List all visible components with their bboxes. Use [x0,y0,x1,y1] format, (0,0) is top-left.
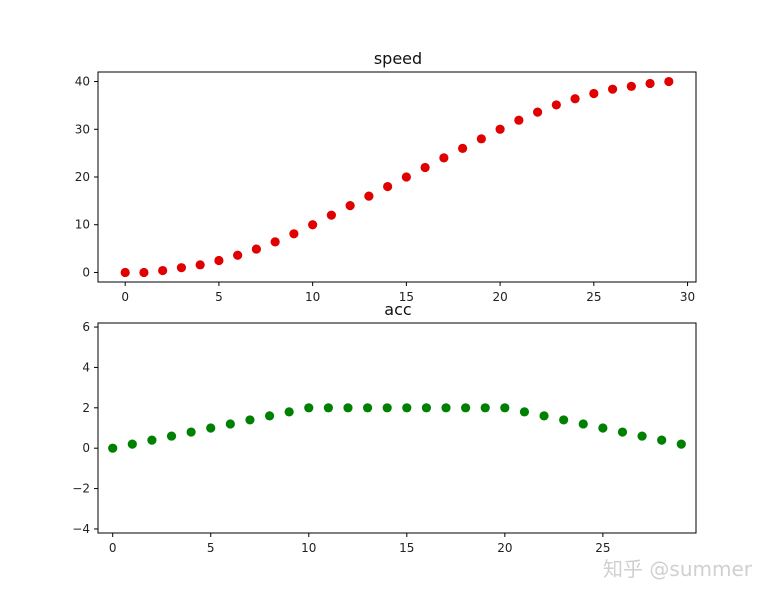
acc-point [108,443,118,453]
speed-point [533,107,543,117]
acc-point [421,403,432,413]
acc-point [559,415,569,425]
acc-x-tick-label: 5 [207,541,215,555]
speed-x-tick-label: 15 [399,290,414,304]
speed-y-tick-label: 20 [75,170,90,184]
speed-point [570,94,580,104]
acc-x-tick-label: 15 [399,541,414,555]
acc-point [539,411,549,421]
speed-point [607,84,618,94]
acc-point [304,403,314,413]
speed-x-tick-label: 5 [215,290,223,304]
speed-point [214,255,224,266]
acc-x-tick-label: 10 [301,541,316,555]
speed-x-ticks: 0 5 10 15 20 25 30 [121,282,695,304]
acc-y-tick-label: 6 [82,320,90,334]
acc-point [245,415,255,425]
speed-subplot: speed 0 5 10 15 20 25 30 0 10 20 30 40 [75,49,697,304]
acc-point [186,427,196,437]
acc-y-tick-label: 0 [82,441,90,455]
acc-point [362,403,373,413]
acc-point [519,407,530,417]
acc-title: acc [384,300,411,319]
speed-point [664,76,674,87]
speed-y-tick-label: 40 [75,75,90,89]
acc-point [441,403,451,413]
acc-point [264,411,275,421]
acc-x-tick-label: 25 [595,541,610,555]
speed-point [326,210,336,220]
acc-point [578,419,588,429]
acc-point [598,423,608,433]
speed-axes-frame [97,71,697,283]
speed-point [645,78,655,89]
acc-point [206,423,216,433]
acc-x-ticks: 0 5 10 15 20 25 [109,533,611,555]
acc-point [637,431,647,441]
speed-y-tick-label: 30 [75,122,90,136]
speed-point [626,81,636,91]
speed-title: speed [374,49,422,68]
acc-y-tick-label: −4 [72,522,90,536]
speed-x-tick-label: 20 [492,290,507,304]
acc-axes-frame [97,322,697,534]
speed-point [195,260,205,270]
watermark-text: 知乎 @summer [603,557,753,581]
acc-point [461,403,471,413]
acc-subplot: acc 0 5 10 15 20 25 −4 −2 0 2 4 6 [72,300,697,555]
acc-y-tick-label: 2 [82,401,90,415]
acc-y-ticks: −4 −2 0 2 4 6 [72,320,98,536]
speed-point [551,100,561,110]
speed-point [383,181,393,192]
acc-point [617,427,628,437]
speed-point [176,263,187,273]
acc-point [500,403,510,413]
speed-points [120,76,674,278]
speed-point [458,143,468,153]
speed-point [439,153,449,163]
acc-x-tick-label: 0 [109,541,117,555]
speed-point [251,244,261,254]
acc-point [147,435,157,445]
acc-point [323,403,333,413]
acc-y-tick-label: −2 [72,482,90,496]
acc-point [676,439,686,449]
speed-x-tick-label: 30 [680,290,695,304]
speed-point [364,191,374,201]
speed-point [139,267,149,278]
speed-point [495,124,505,134]
speed-point [345,201,355,211]
speed-point [158,265,168,276]
acc-points [108,403,686,453]
acc-point [127,439,137,449]
speed-point [120,267,130,278]
speed-x-tick-label: 10 [305,290,320,304]
speed-point [270,237,280,247]
speed-y-tick-label: 10 [75,218,90,232]
speed-x-tick-label: 0 [121,290,129,304]
speed-point [514,115,524,125]
acc-point [657,435,667,445]
acc-point [166,431,177,441]
acc-point [480,403,490,413]
acc-point [402,403,412,413]
acc-x-tick-label: 20 [497,541,512,555]
speed-point [233,250,243,260]
speed-x-tick-label: 25 [586,290,601,304]
speed-point [589,88,599,99]
acc-point [343,403,353,413]
speed-point [308,220,318,230]
speed-point [289,229,299,239]
speed-point [420,162,430,173]
speed-point [476,134,486,144]
acc-point [284,407,294,417]
acc-y-tick-label: 4 [82,360,90,374]
speed-point [401,172,411,182]
acc-point [382,403,392,413]
speed-y-ticks: 0 10 20 30 40 [75,75,98,279]
speed-y-tick-label: 0 [82,265,90,279]
acc-point [225,419,235,429]
